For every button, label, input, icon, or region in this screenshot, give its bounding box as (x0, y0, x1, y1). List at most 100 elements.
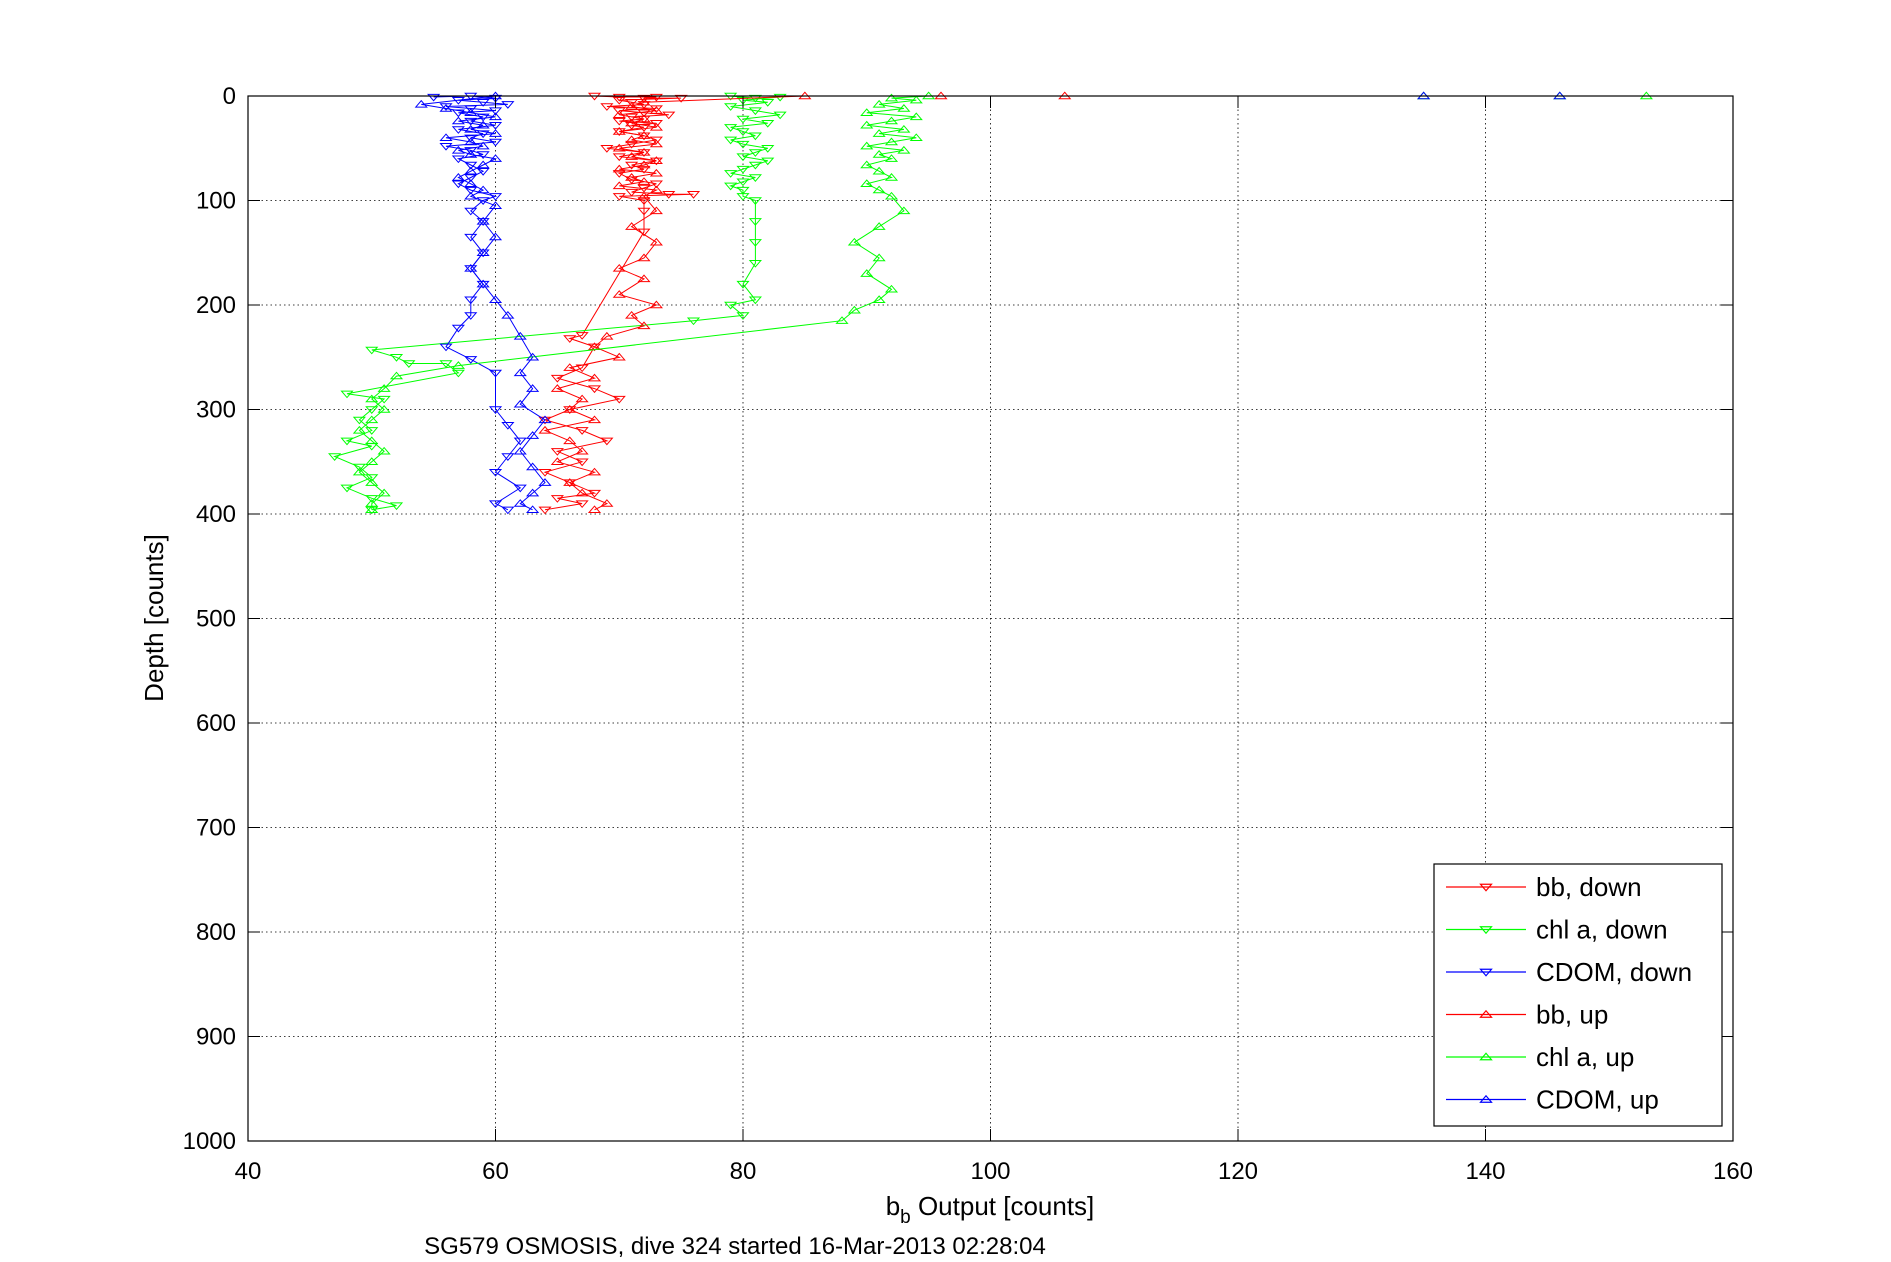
data-point (860, 141, 874, 150)
data-point (872, 253, 886, 262)
data-point (377, 405, 391, 413)
data-point (736, 165, 750, 174)
data-point (451, 324, 465, 333)
x-tick-label: 100 (970, 1158, 1010, 1185)
data-point (389, 371, 404, 380)
series-layer (328, 91, 1653, 515)
x-tick-label: 60 (482, 1158, 509, 1185)
data-point (748, 132, 762, 141)
data-point (476, 99, 490, 107)
data-point (575, 394, 589, 403)
data-point (748, 239, 762, 247)
data-point (439, 103, 453, 111)
data-point (526, 462, 540, 471)
data-point (736, 186, 750, 195)
data-point (587, 343, 602, 352)
data-point (637, 177, 651, 185)
data-point (612, 395, 626, 404)
data-point (352, 425, 366, 434)
data-point (587, 415, 602, 424)
data-point (600, 499, 614, 507)
data-point (352, 416, 366, 425)
data-point (464, 263, 478, 272)
data-point (872, 222, 886, 230)
y-tick-label: 1000 (183, 1128, 236, 1155)
data-point (538, 416, 552, 425)
data-point (501, 506, 515, 515)
data-point (464, 134, 478, 143)
data-point (625, 310, 639, 319)
data-point (464, 124, 478, 133)
data-point (352, 463, 366, 472)
legend-label: CDOM, down (1536, 957, 1692, 987)
data-point (748, 296, 762, 305)
data-point (488, 232, 503, 241)
data-point (476, 113, 490, 122)
data-point (625, 188, 639, 197)
data-point (451, 173, 465, 181)
data-point (365, 478, 379, 486)
data-point (587, 489, 602, 498)
data-point (637, 191, 651, 200)
series-line (543, 95, 694, 511)
data-point (686, 317, 701, 326)
data-point (587, 373, 602, 382)
x-axis-label-subscript: b (900, 1207, 911, 1228)
data-point (575, 332, 589, 340)
data-point (451, 361, 465, 369)
data-point (625, 118, 639, 127)
data-point (402, 360, 416, 369)
data-point (724, 170, 738, 178)
data-point (501, 310, 515, 319)
data-point (488, 369, 503, 378)
data-point (476, 141, 490, 150)
data-point (649, 93, 663, 102)
y-tick-label: 800 (196, 919, 236, 946)
data-point (538, 468, 552, 477)
data-point (612, 153, 626, 162)
data-point (736, 128, 750, 137)
data-point (736, 140, 750, 149)
data-point (637, 253, 651, 262)
data-point (501, 101, 515, 109)
data-point (377, 488, 391, 497)
data-point (625, 140, 639, 149)
data-point (439, 142, 453, 151)
data-point (587, 505, 602, 514)
data-point (748, 197, 762, 205)
legend-label: chl a, up (1536, 1042, 1634, 1072)
data-point (451, 109, 465, 118)
data-point (575, 458, 589, 467)
data-point (414, 99, 428, 108)
data-point (377, 395, 391, 404)
legend-marker (1479, 1094, 1493, 1103)
data-point (476, 120, 490, 129)
data-point (649, 185, 663, 194)
legend-marker (1479, 926, 1493, 935)
y-tick-label: 400 (196, 501, 236, 528)
data-point (612, 170, 626, 178)
y-tick-label: 300 (196, 397, 236, 424)
data-point (897, 145, 911, 154)
data-point (748, 149, 762, 157)
y-tick-label: 200 (196, 292, 236, 319)
data-point (464, 207, 478, 216)
data-point (464, 356, 478, 364)
data-point (637, 274, 651, 283)
data-point (612, 181, 626, 190)
data-point (476, 216, 490, 225)
data-point (464, 191, 478, 200)
data-point (513, 437, 527, 446)
x-axis-label-main: b (886, 1191, 900, 1221)
data-point (637, 165, 651, 174)
data-point (860, 179, 874, 188)
y-tick-label: 900 (196, 1024, 236, 1051)
data-point (860, 120, 874, 129)
data-point (451, 126, 465, 134)
data-point (476, 249, 490, 258)
legend-marker (1479, 1009, 1493, 1018)
data-point (637, 321, 651, 330)
data-point (637, 114, 651, 123)
data-point (625, 173, 639, 181)
